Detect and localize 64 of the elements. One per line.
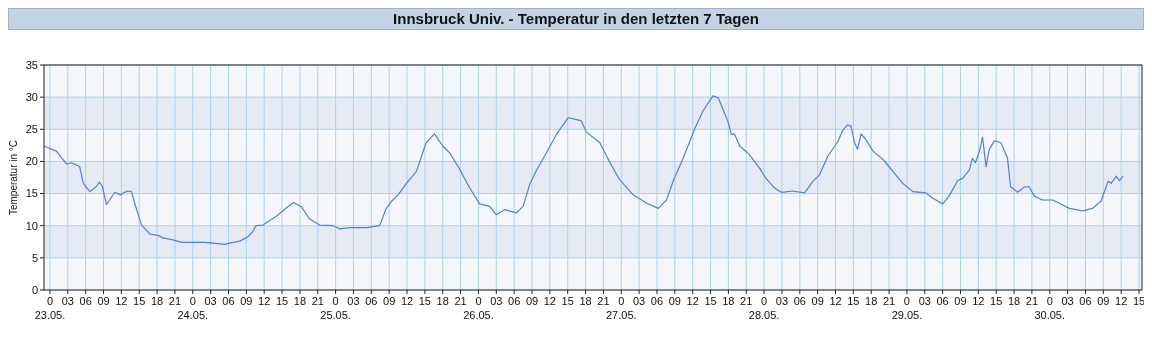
x-tick-label: 09 <box>383 295 396 307</box>
x-tick-label: 21 <box>597 295 610 307</box>
x-tick-label: 15 <box>990 295 1003 307</box>
x-tick-label: 18 <box>579 295 592 307</box>
x-tick-label: 06 <box>936 295 949 307</box>
x-tick-label: 15 <box>561 295 574 307</box>
x-tick-label: 21 <box>882 295 896 307</box>
x-tick-label: 09 <box>1097 295 1110 307</box>
x-tick-label: 06 <box>365 295 378 307</box>
x-tick-label: 18 <box>150 295 164 307</box>
x-tick-label: 15 <box>1132 295 1146 307</box>
x-tick-label: 15 <box>418 295 431 307</box>
x-tick-label: 03 <box>61 295 74 307</box>
y-axis-title: Temperatur in °C <box>8 139 19 216</box>
x-tick-label: 06 <box>79 295 92 307</box>
x-tick-label: 12 <box>258 295 271 307</box>
x-tick-label: 12 <box>1115 295 1128 307</box>
x-tick-label: 06 <box>508 295 521 307</box>
x-tick-label: 09 <box>668 295 681 307</box>
x-tick-label: 12 <box>686 295 699 307</box>
y-tick-label: 5 <box>31 251 38 264</box>
x-tick-label: 06 <box>1079 295 1092 307</box>
x-tick-label: 03 <box>490 295 503 307</box>
y-tick-label: 15 <box>25 187 38 200</box>
x-tick-label: 03 <box>775 295 789 307</box>
y-tick-label: 10 <box>25 219 38 232</box>
x-tick-label: 12 <box>543 295 556 307</box>
x-tick-label: 12 <box>829 295 842 307</box>
x-tick-label: 09 <box>525 295 539 307</box>
x-tick-label: 09 <box>97 295 110 307</box>
x-tick-label: 09 <box>811 295 824 307</box>
x-tick-label: 12 <box>400 295 414 307</box>
x-tick-label: 21 <box>1025 295 1039 307</box>
y-tick-label: 0 <box>31 283 38 296</box>
x-tick-label: 15 <box>133 295 146 307</box>
y-tick-label: 35 <box>25 58 38 71</box>
x-tick-label: 18 <box>1007 295 1021 307</box>
x-tick-label: 06 <box>650 295 664 307</box>
x-tick-label: 09 <box>240 295 253 307</box>
x-tick-label: 09 <box>954 295 967 307</box>
x-tick-label: 21 <box>168 295 182 307</box>
x-tick-label: 18 <box>722 295 735 307</box>
x-tick-label: 18 <box>436 295 449 307</box>
x-tick-label: 03 <box>1061 295 1074 307</box>
y-tick-label: 25 <box>25 123 38 136</box>
x-tick-label: 21 <box>311 295 324 307</box>
x-tick-label: 21 <box>454 295 467 307</box>
x-tick-label: 03 <box>347 295 360 307</box>
x-tick-label: 12 <box>972 295 985 307</box>
x-tick-label: 06 <box>793 295 806 307</box>
x-tick-label: 15 <box>275 295 289 307</box>
x-tick-label: 18 <box>293 295 307 307</box>
x-tick-label: 18 <box>865 295 878 307</box>
y-tick-label: 30 <box>25 90 38 103</box>
x-tick-label: 03 <box>204 295 217 307</box>
x-tick-label: 03 <box>633 295 646 307</box>
x-tick-label: 15 <box>847 295 860 307</box>
chart-title: Innsbruck Univ. - Temperatur in den letzten 7 Tagen <box>393 10 759 27</box>
x-tick-label: 12 <box>115 295 128 307</box>
x-tick-label: 03 <box>918 295 931 307</box>
x-tick-label: 15 <box>704 295 717 307</box>
y-tick-label: 20 <box>25 155 38 168</box>
x-tick-label: 06 <box>222 295 235 307</box>
x-tick-label: 21 <box>740 295 753 307</box>
